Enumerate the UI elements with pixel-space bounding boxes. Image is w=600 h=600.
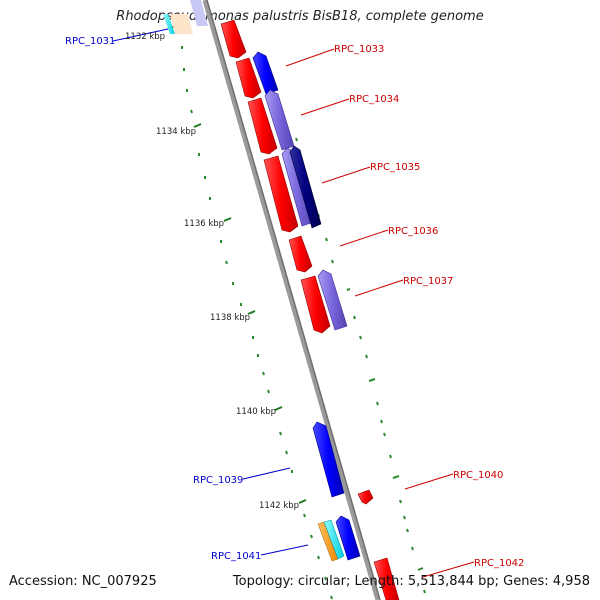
gene-rpc-1040[interactable] [357, 489, 374, 505]
gene-rpc-1042[interactable] [373, 557, 400, 600]
scale-label-1138: 1138 kbp [210, 313, 250, 323]
forward-genes [220, 19, 400, 600]
feature-rpc-1031[interactable] [163, 0, 208, 34]
label-leaders [112, 28, 475, 578]
genome-backbone [202, 0, 381, 600]
inner-tick-track [181, 46, 333, 600]
gene-label-rpc-1041[interactable]: RPC_1041 [211, 551, 261, 562]
gene-rpc-1041-cyan[interactable] [323, 519, 345, 560]
gene-label-rpc-1039[interactable]: RPC_1039 [193, 475, 243, 486]
gene-label-rpc-1034[interactable]: RPC_1034 [349, 94, 399, 105]
gene-rpc-1036[interactable] [288, 235, 313, 273]
gene-rpc-1039[interactable] [312, 421, 345, 498]
scale-label-1136: 1136 kbp [184, 219, 224, 229]
accession-text: Accession: NC_007925 [9, 574, 157, 589]
reverse-genes [252, 51, 361, 562]
gene-label-rpc-1035[interactable]: RPC_1035 [370, 162, 420, 173]
genome-backbone-shade [206, 0, 381, 600]
gene-label-rpc-1036[interactable]: RPC_1036 [388, 226, 438, 237]
gene-label-rpc-1031[interactable]: RPC_1031 [65, 36, 115, 47]
gene-rpc-1033a[interactable] [220, 19, 247, 59]
gene-rpc-1041-blue[interactable] [335, 515, 361, 561]
gene-purple-1034[interactable] [264, 89, 295, 151]
gene-rpc-1034[interactable] [247, 97, 278, 155]
gene-navy-1035[interactable] [289, 145, 322, 229]
gene-label-rpc-1042[interactable]: RPC_1042 [474, 558, 524, 569]
scale-label-1142: 1142 kbp [259, 501, 299, 511]
scale-label-1134: 1134 kbp [156, 127, 196, 137]
genome-summary-text: Topology: circular; Length: 5,513,844 bp… [232, 574, 590, 589]
gene-rpc-1037[interactable] [300, 275, 331, 334]
gene-rpc-1033b[interactable] [235, 57, 262, 99]
scale-label-1132: 1132 kbp [125, 32, 165, 42]
gene-label-rpc-1033[interactable]: RPC_1033 [334, 44, 384, 55]
gene-label-rpc-1040[interactable]: RPC_1040 [453, 470, 503, 481]
gene-rpc-1035[interactable] [263, 155, 299, 233]
major-ticks [167, 25, 307, 504]
scale-label-1140: 1140 kbp [236, 407, 276, 417]
gene-label-rpc-1037[interactable]: RPC_1037 [403, 276, 453, 287]
gene-blue-1033[interactable] [252, 51, 279, 95]
gene-purple-1037[interactable] [317, 269, 348, 331]
